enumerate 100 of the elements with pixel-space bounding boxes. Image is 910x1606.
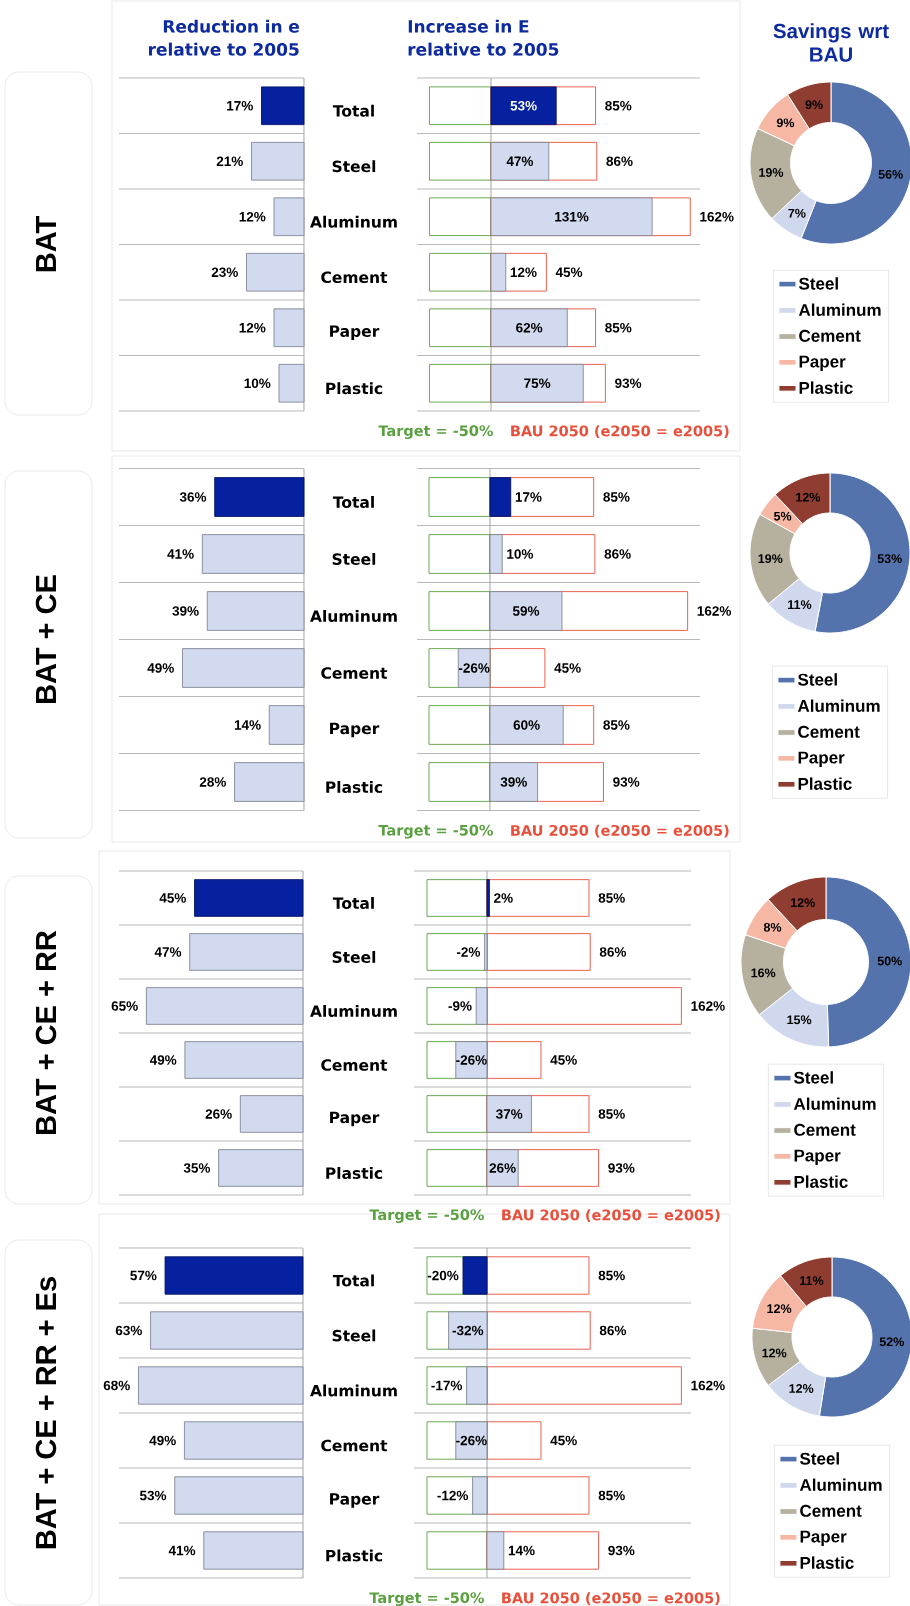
- data-label: 19%: [759, 168, 784, 177]
- data-label: 85%: [598, 1270, 625, 1281]
- y-axis-title: BAT + CE + RR + Es: [35, 1277, 57, 1549]
- y-tick-label: Aluminum: [310, 1004, 397, 1017]
- data-label: 85%: [598, 1490, 625, 1501]
- data-label: 53%: [139, 1490, 167, 1501]
- data-label: 56%: [878, 169, 903, 179]
- data-label: -32%: [452, 1325, 484, 1336]
- data-label: 39%: [172, 606, 199, 616]
- data-label: 11%: [800, 1276, 824, 1285]
- data-label: 86%: [599, 1325, 627, 1336]
- data-label: 86%: [606, 156, 633, 167]
- data-label: 12%: [762, 1348, 787, 1358]
- legend-label: Plastic: [799, 381, 853, 394]
- data-label: 49%: [149, 1055, 177, 1065]
- data-label: 85%: [605, 322, 632, 333]
- data-label: -2%: [456, 947, 481, 957]
- legend-label: Steel: [799, 1452, 839, 1465]
- y-tick-label: Total: [332, 496, 374, 508]
- legend-label: Aluminum: [799, 1478, 882, 1491]
- data-label: 53%: [510, 100, 537, 111]
- data-label: 41%: [168, 1545, 196, 1556]
- data-label: 131%: [555, 211, 589, 222]
- legend-label: Aluminum: [793, 1097, 876, 1110]
- data-label: 23%: [211, 267, 238, 278]
- data-label: 45%: [550, 1055, 577, 1065]
- data-label: 162%: [691, 1001, 725, 1011]
- data-label: 12%: [239, 322, 266, 333]
- y-axis-title: BAT + CE: [35, 575, 57, 703]
- data-label: 75%: [524, 378, 551, 388]
- data-label: 45%: [159, 893, 186, 903]
- data-label: 85%: [598, 1109, 625, 1119]
- data-label: 21%: [216, 156, 243, 167]
- data-label: 12%: [510, 267, 537, 278]
- data-label: 52%: [879, 1337, 904, 1347]
- data-label: 37%: [496, 1109, 523, 1119]
- data-label: 16%: [751, 968, 776, 978]
- data-label: 93%: [613, 777, 640, 787]
- y-tick-label: Paper: [330, 1111, 380, 1127]
- data-label: 12%: [796, 492, 821, 502]
- chart-title: Savings wrt BAU: [773, 23, 889, 62]
- data-label: 17%: [515, 492, 542, 502]
- y-tick-label: Steel: [332, 1329, 376, 1342]
- y-tick-label: Paper: [330, 1493, 380, 1508]
- data-label: 49%: [149, 1435, 176, 1446]
- data-label: 12%: [791, 898, 815, 908]
- data-label: 62%: [516, 322, 543, 333]
- data-label: 63%: [115, 1325, 142, 1336]
- y-tick-label: Total: [332, 104, 374, 117]
- series-label: Target = -50%: [369, 1592, 484, 1606]
- y-tick-label: Plastic: [326, 1166, 383, 1179]
- legend-label: Steel: [798, 277, 838, 290]
- y-tick-label: Cement: [321, 271, 388, 284]
- data-label: 68%: [103, 1380, 130, 1391]
- chart-title: Increase in E relative to 2005: [408, 19, 559, 56]
- legend-label: Paper: [798, 751, 845, 767]
- series-label: Target = -50%: [369, 1209, 484, 1224]
- data-label: 86%: [599, 947, 627, 957]
- data-label: -26%: [456, 1435, 487, 1446]
- legend-label: Paper: [794, 1149, 841, 1165]
- chart-title: Reduction in e relative to 2005: [148, 19, 299, 56]
- legend-label: Aluminum: [797, 699, 880, 712]
- data-label: 10%: [507, 549, 534, 559]
- data-label: 5%: [773, 511, 792, 521]
- data-label: 15%: [787, 1015, 812, 1025]
- data-label: 7%: [788, 208, 806, 218]
- data-label: 93%: [608, 1545, 635, 1556]
- y-axis-title: BAT + CE + RR: [35, 930, 57, 1134]
- y-tick-label: Plastic: [326, 1549, 383, 1562]
- data-label: 36%: [179, 492, 207, 502]
- data-label: 17%: [227, 101, 253, 111]
- data-label: 28%: [199, 777, 226, 787]
- data-label: 26%: [489, 1163, 516, 1173]
- data-label: 85%: [598, 893, 625, 903]
- data-label: 59%: [512, 606, 540, 616]
- legend-label: Steel: [797, 673, 837, 686]
- data-label: 9%: [805, 100, 823, 110]
- series-label: BAU 2050 (e2050 = e2005): [502, 1209, 720, 1223]
- data-label: 47%: [154, 947, 182, 957]
- data-label: 50%: [877, 956, 902, 966]
- legend-label: Paper: [799, 355, 846, 371]
- data-label: 14%: [234, 720, 261, 730]
- data-label: -12%: [437, 1490, 469, 1501]
- legend-label: Cement: [799, 329, 861, 342]
- data-label: -9%: [448, 1001, 472, 1011]
- series-label: BAU 2050 (e2050 = e2005): [511, 425, 729, 439]
- data-label: -26%: [456, 1055, 487, 1065]
- data-label: 39%: [500, 777, 527, 787]
- data-label: 14%: [508, 1545, 535, 1556]
- y-tick-label: Paper: [330, 325, 380, 341]
- data-label: 47%: [506, 156, 534, 166]
- data-label: 45%: [550, 1435, 577, 1446]
- legend-label: Cement: [794, 1123, 856, 1136]
- data-label: 162%: [691, 1380, 725, 1391]
- data-label: 12%: [789, 1384, 814, 1393]
- y-tick-label: Steel: [332, 950, 376, 963]
- y-tick-label: Paper: [330, 722, 380, 738]
- data-label: 41%: [167, 549, 194, 559]
- y-tick-label: Cement: [321, 1439, 388, 1452]
- data-label: 162%: [697, 606, 732, 616]
